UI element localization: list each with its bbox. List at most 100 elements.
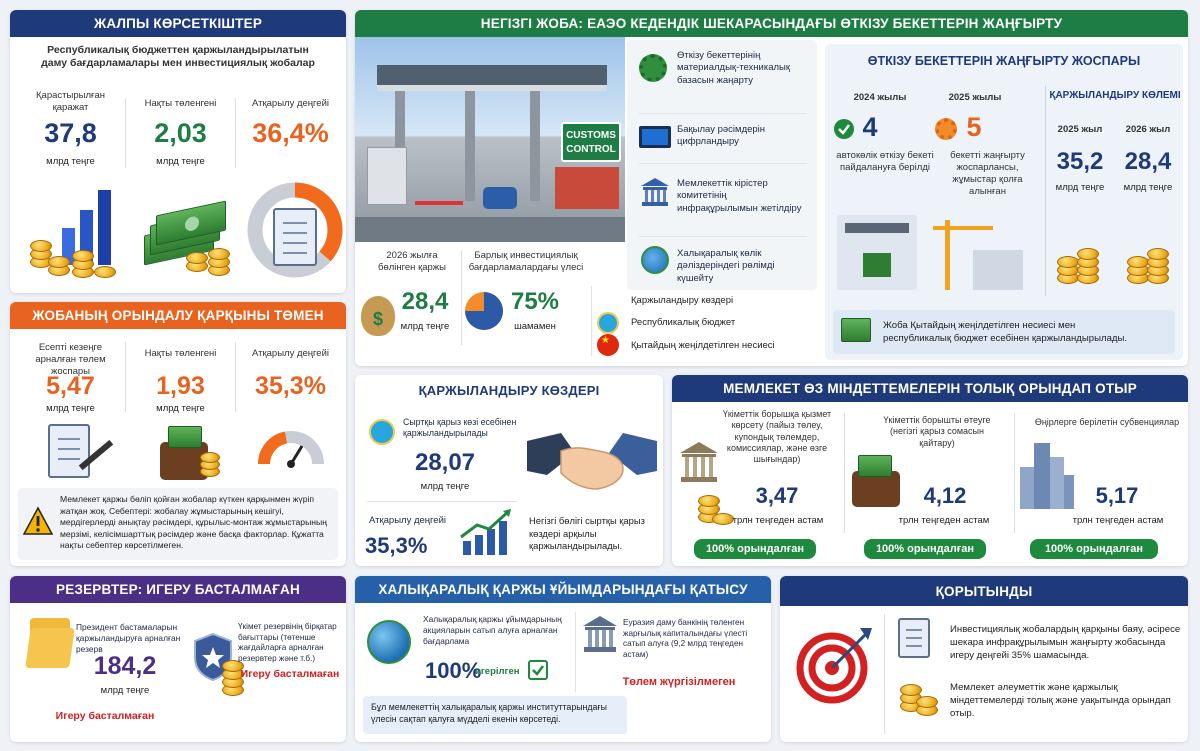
globe-icon [367, 620, 411, 664]
globe-arrows-icon [641, 246, 669, 274]
feature-4: Халықаралық көлік дәліздеріндегі рөлімді… [677, 248, 775, 284]
funding-exec-label: Атқарылу деңгейі [369, 515, 446, 526]
share-pie-chart [465, 292, 503, 330]
obl-c1-label: Үкіметтік борышқа қызмет көрсету (пайыз … [722, 409, 832, 464]
obligations-card: МЕМЛЕКЕТ ӨЗ МІНДЕТТЕМЕЛЕРІН ТОЛЫҚ ОРЫНДА… [672, 375, 1188, 566]
share-label: Барлық инвестициялық бағдарламалардағы ү… [468, 250, 584, 273]
gear-icon [935, 118, 957, 140]
feature-3: Мемлекеттік кірістер комитетінің инфрақұ… [677, 178, 802, 214]
slow-c2-value: 1,93 [156, 372, 205, 400]
slow-title: ЖОБАНЫҢ ОРЫНДАЛУ ҚАРҚЫНЫ ТӨМЕН [10, 302, 346, 329]
project-title: НЕГІЗГІ ЖОБА: ЕАЭО КЕДЕНДІК ШЕКАРАСЫНДАҒ… [355, 10, 1188, 37]
obl-c3-status: 100% орындалған [1030, 539, 1158, 559]
folder-icon [25, 618, 75, 668]
desc-2024: автокөлік өткізу бекеті пайдалануға бері… [836, 150, 934, 173]
general-card: ЖАЛПЫ КӨРСЕТКІШТЕР Республикалық бюджетт… [10, 10, 346, 293]
checkpoint-illustration [837, 215, 917, 290]
funding-ext-value: 28,07 [414, 449, 476, 476]
execution-ring-chart [247, 182, 343, 278]
funding-exec-value: 35,3% [365, 533, 428, 558]
reserves-right-status: Игеру басталмаған [240, 668, 340, 680]
plan-panel [825, 44, 1183, 360]
obl-c3-label: Өңірлерге берілетін субвенциялар [1034, 417, 1180, 427]
reserves-card: РЕЗЕРВТЕР: ИГЕРУ БАСТАЛМАҒАН Президент б… [10, 576, 346, 742]
obl-c2-unit: трлн теңгеден астам [898, 515, 990, 526]
obl-c1-unit: трлн теңгеден астам [732, 515, 824, 526]
general-c2-value: 2,03 [154, 118, 207, 148]
slow-c1-value: 5,47 [46, 372, 95, 400]
checklist-icon-2 [898, 618, 930, 658]
general-c2-label: Нақты төленгені [144, 98, 217, 109]
handshake-icon [527, 433, 657, 490]
obl-c2-value: 4,12 [923, 483, 967, 508]
obl-c1-status: 100% орындалған [694, 539, 816, 559]
year-2024: 2024 жылы [853, 92, 907, 103]
source-2: Қытайдың жеңілдетілген несиесі [631, 340, 775, 351]
alloc-label: 2026 жылға бөлінген қаржы [378, 250, 446, 273]
plan-title: ӨТКІЗУ БЕКЕТТЕРІН ЖАҢҒЫРТУ ЖОСПАРЫ [867, 54, 1141, 68]
intl-right-status: Төлем жүргізілмеген [622, 676, 736, 688]
general-c3-value: 36,4% [252, 118, 329, 148]
bank-icon [680, 442, 718, 482]
conclusion-title: ҚОРЫТЫНДЫ [780, 576, 1188, 606]
money-bag-icon: $ [361, 296, 395, 336]
funding-card: ҚАРЖЫЛАНДЫРУ КӨЗДЕРІ Сыртқы қарыз көзі е… [355, 375, 663, 566]
reserves-unit: млрд теңге [100, 685, 150, 696]
customs-sign-text: CUSTOMS CONTROL [566, 130, 616, 155]
intl-note: Бұл мемлекеттің халықаралық қаржы инстит… [371, 702, 607, 724]
city-buildings-icon [1018, 437, 1074, 509]
intl-right-label: Еуразия даму банкінің төленген жарғылық … [623, 618, 748, 659]
count-2025: 5 [966, 112, 982, 142]
note-box [18, 488, 338, 560]
general-c3-label: Атқарылу деңгейі [252, 98, 329, 109]
funding-title: ҚАРЖЫЛАНДЫРУ КӨЗДЕРІ [355, 375, 663, 405]
plan-note-box [833, 310, 1175, 354]
fund-2026-year: 2026 жыл [1125, 124, 1171, 135]
obligations-title: МЕМЛЕКЕТ ӨЗ МІНДЕТТЕМЕЛЕРІН ТОЛЫҚ ОРЫНДА… [672, 375, 1188, 402]
count-2024: 4 [862, 112, 878, 142]
cash-icon [138, 200, 233, 285]
source-1: Республикалық бюджет [631, 317, 736, 328]
cn-flag-icon: ★ [597, 334, 619, 356]
year-2025: 2025 жылы [948, 92, 1002, 103]
growth-chart-icon [460, 509, 511, 555]
general-subtitle: Республикалық бюджеттен қаржыландырылаты… [41, 44, 315, 70]
obl-c2-status: 100% орындалған [864, 539, 986, 559]
warning-icon [22, 506, 54, 535]
slow-c1-label: Есепті кезеңге арналған төлем жоспары [35, 342, 106, 377]
fund-2026-unit: млрд теңге [1123, 182, 1173, 193]
general-title: ЖАЛПЫ КӨРСЕТКІШТЕР [10, 10, 346, 37]
slow-c1-unit: млрд теңге [46, 403, 95, 414]
desc-2025: бекетті жаңғырту жоспарлансы, жұмыстар қ… [950, 150, 1025, 197]
reserves-left-status: Игеру басталмаған [55, 710, 155, 722]
kz-flag-icon [597, 312, 619, 334]
fund-title: ҚАРЖЫЛАНДЫРУ КӨЛЕМІ [1049, 90, 1181, 101]
bank-building-icon [583, 616, 617, 652]
fund-2025-unit: млрд теңге [1055, 182, 1105, 193]
share-value: 75% [510, 288, 560, 315]
alloc-unit: млрд теңге [400, 321, 450, 332]
obl-c1-value: 3,47 [755, 483, 799, 508]
gauge-icon [258, 431, 324, 468]
fund-2025-year: 2025 жыл [1057, 124, 1103, 135]
general-c1-label: Қарастырылған қаражат [36, 90, 105, 113]
check-circle-icon [834, 119, 854, 139]
kz-emblem-icon [369, 419, 395, 445]
intl-title: ХАЛЫҚАРАЛЫҚ ҚАРЖЫ ҰЙЫМДАРЫНДАҒЫ ҚАТЫСУ [355, 576, 771, 603]
reserves-right-label: Үкімет резервінің бірқатар бағыттары (тө… [238, 622, 337, 663]
monitor-icon [639, 126, 671, 148]
government-building-icon [641, 178, 669, 206]
sources-title: Қаржыландыру көздері [631, 295, 734, 306]
wallet-money-icon [852, 471, 900, 507]
general-c2-unit: млрд теңге [156, 156, 205, 167]
obl-c2-label: Үкіметтік борышты өтеуге (негізгі қарыз … [883, 415, 991, 448]
intl-left-value: 100% [425, 658, 482, 683]
shield-star-icon [194, 632, 232, 682]
project-card: НЕГІЗГІ ЖОБА: ЕАЭО КЕДЕНДІК ШЕКАРАСЫНДАҒ… [355, 10, 1188, 366]
intl-left-status: игерілген [475, 666, 520, 677]
funding-ext-label: Сыртқы қарыз көзі есебінен қаржыландырыл… [403, 417, 517, 439]
check-box-icon [528, 660, 548, 680]
reserves-title: РЕЗЕРВТЕР: ИГЕРУ БАСТАЛМАҒАН [10, 576, 346, 603]
reserves-value: 184,2 [93, 652, 157, 680]
obl-c3-value: 5,17 [1095, 483, 1139, 508]
